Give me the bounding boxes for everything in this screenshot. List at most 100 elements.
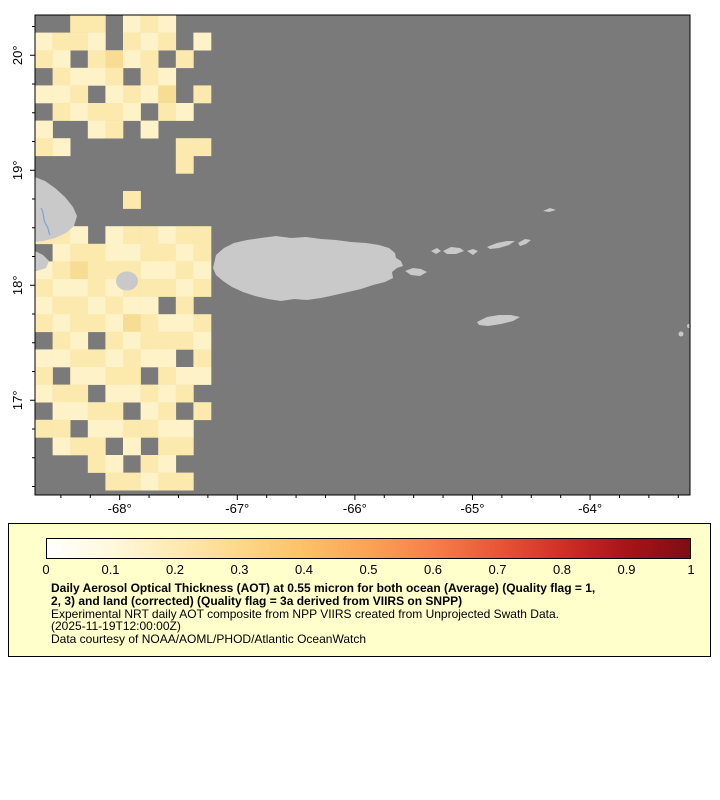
aot-cell bbox=[52, 279, 71, 297]
aot-cell bbox=[140, 419, 159, 438]
aot-cell bbox=[105, 331, 124, 350]
caption-timestamp: (2025-11-19T12:00:00Z) bbox=[51, 619, 181, 634]
aot-cell bbox=[140, 67, 159, 86]
aot-cell bbox=[87, 349, 106, 368]
aot-cell bbox=[35, 419, 53, 438]
aot-cell bbox=[175, 138, 194, 157]
aot-cell bbox=[52, 296, 71, 315]
aot-cell bbox=[105, 85, 124, 104]
aot-cell bbox=[193, 367, 212, 385]
legend-caption: Daily Aerosol Optical Thickness (AOT) at… bbox=[51, 582, 710, 646]
aot-cell bbox=[87, 120, 106, 139]
aot-cell bbox=[52, 314, 71, 333]
aot-cell bbox=[70, 261, 89, 280]
aot-cell bbox=[123, 103, 141, 121]
aot-cell bbox=[175, 367, 194, 385]
aot-cell bbox=[105, 472, 124, 491]
aot-cell bbox=[52, 32, 71, 51]
land-puerto-rico bbox=[213, 236, 403, 301]
aot-cell bbox=[140, 226, 159, 245]
aot-cell bbox=[123, 367, 141, 385]
aot-cell bbox=[105, 296, 124, 315]
aot-cell bbox=[140, 279, 159, 297]
aot-cell bbox=[158, 85, 177, 104]
aot-cell bbox=[70, 67, 89, 86]
aot-cell bbox=[70, 32, 89, 51]
land-virgin-gorda bbox=[518, 239, 531, 246]
aot-cell bbox=[175, 384, 194, 403]
lon-axis-label: -66° bbox=[343, 501, 367, 516]
land-culebra bbox=[431, 248, 441, 254]
colorbar-tick-label: 0.9 bbox=[617, 562, 636, 577]
aot-cell bbox=[87, 367, 106, 385]
land-mona-island bbox=[116, 271, 138, 291]
aot-cell bbox=[123, 296, 141, 315]
aot-cell bbox=[175, 103, 194, 121]
aot-cell bbox=[35, 85, 53, 104]
aot-cell bbox=[140, 331, 159, 350]
aot-cell bbox=[70, 15, 89, 33]
aot-cell bbox=[158, 314, 177, 333]
aot-cell bbox=[158, 419, 177, 438]
aot-cell bbox=[35, 349, 53, 368]
aot-cell bbox=[52, 437, 71, 456]
aot-cell bbox=[140, 85, 159, 104]
aot-cell bbox=[175, 50, 194, 69]
colorbar-tick-label: 0.4 bbox=[294, 562, 314, 577]
aot-cell bbox=[123, 32, 141, 51]
aot-cell bbox=[105, 455, 124, 473]
aot-cell bbox=[105, 402, 124, 421]
aot-cell bbox=[158, 349, 177, 368]
aot-cell bbox=[52, 261, 71, 280]
aot-cell bbox=[158, 279, 177, 297]
aot-cell bbox=[175, 437, 194, 456]
colorbar-tick-label: 0.2 bbox=[165, 562, 185, 577]
aot-cell bbox=[193, 331, 212, 350]
aot-cell bbox=[123, 472, 141, 491]
aot-cell bbox=[52, 103, 71, 121]
aot-cell bbox=[175, 314, 194, 333]
aot-cell bbox=[193, 32, 212, 51]
aot-cell bbox=[87, 296, 106, 315]
colorbar-tick-label: 0.5 bbox=[359, 562, 378, 577]
aot-cell bbox=[193, 85, 212, 104]
aot-cell bbox=[140, 455, 159, 473]
aot-cell bbox=[87, 103, 106, 121]
colorbar-tick-label: 0.7 bbox=[488, 562, 507, 577]
land-saba bbox=[678, 331, 684, 337]
aot-cell bbox=[140, 472, 159, 491]
aot-cell bbox=[52, 402, 71, 421]
aot-cell bbox=[70, 384, 89, 403]
aot-cell bbox=[158, 261, 177, 280]
aot-cell bbox=[158, 103, 177, 121]
aot-cell bbox=[105, 50, 124, 69]
aot-cell bbox=[70, 279, 89, 297]
aot-cell bbox=[87, 419, 106, 438]
aot-cell bbox=[35, 32, 53, 51]
land-hispaniola-east-tip bbox=[35, 177, 77, 242]
aot-cell bbox=[70, 296, 89, 315]
aot-cell bbox=[158, 402, 177, 421]
aot-cell bbox=[193, 243, 212, 262]
aot-cell bbox=[105, 349, 124, 368]
aot-cell bbox=[105, 314, 124, 333]
aot-cell bbox=[52, 349, 71, 368]
colorbar-tick-label: 0.6 bbox=[423, 562, 443, 577]
aot-cell bbox=[140, 349, 159, 368]
aot-cell bbox=[175, 419, 194, 438]
aot-cell bbox=[140, 296, 159, 315]
aot-cell bbox=[105, 243, 124, 262]
aot-cell bbox=[193, 349, 212, 368]
colorbar-tick-label: 0.3 bbox=[230, 562, 249, 577]
aot-cell bbox=[87, 402, 106, 421]
aot-cell bbox=[35, 367, 53, 385]
aot-cell bbox=[123, 15, 141, 33]
aot-cell bbox=[105, 384, 124, 403]
aot-cell bbox=[35, 314, 53, 333]
aot-cell bbox=[123, 314, 141, 333]
aot-cell bbox=[87, 279, 106, 297]
colorbar-tick-label: 1 bbox=[687, 562, 695, 577]
aot-cell bbox=[70, 402, 89, 421]
colorbar-tick-label: 0 bbox=[42, 562, 50, 577]
aot-cell bbox=[105, 419, 124, 438]
